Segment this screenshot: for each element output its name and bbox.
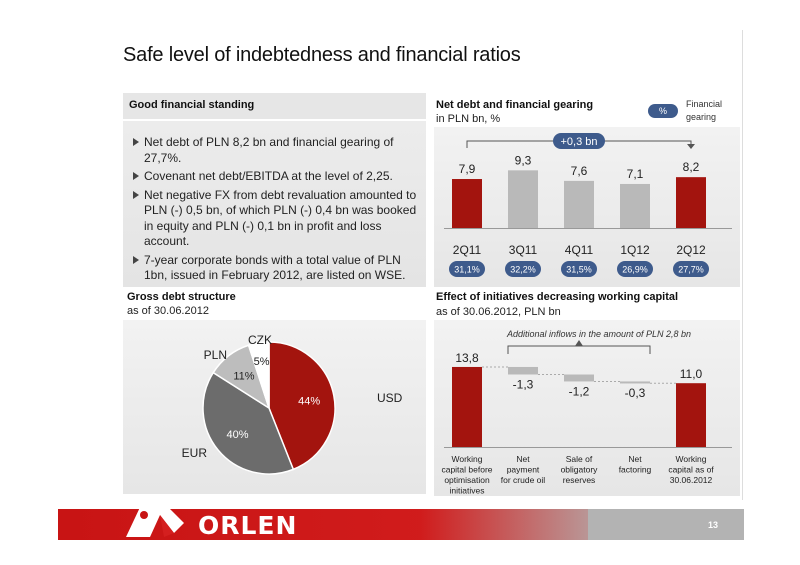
gearing-label: 26,9% <box>622 265 648 275</box>
pie-category-label: CZK <box>248 333 272 347</box>
gearing-label: 31,5% <box>566 265 592 275</box>
bar-value-label: -1,2 <box>569 384 590 398</box>
x-tick-label: optimisation <box>444 475 490 485</box>
x-tick-label: 2Q12 <box>676 243 706 257</box>
x-tick-label: 30.06.2012 <box>670 475 713 485</box>
divider <box>742 30 743 500</box>
working-capital-subtitle: as of 30.06.2012, PLN bn <box>436 306 561 318</box>
pie-value-label: 11% <box>233 371 254 383</box>
bar-value-label: 7,1 <box>627 167 644 181</box>
x-tick-label: 3Q11 <box>509 243 538 257</box>
waterfall-bar <box>620 381 650 384</box>
bullet-item: Covenant net debt/EBITDA at the level of… <box>131 169 421 185</box>
bar-value-label: 8,2 <box>683 160 700 174</box>
gearing-pill <box>505 261 541 277</box>
gearing-label: 27,7% <box>678 265 704 275</box>
gearing-label: 32,2% <box>510 265 536 275</box>
waterfall-bar <box>564 374 594 382</box>
gearing-legend-pill: % <box>648 104 678 118</box>
pie-category-label: PLN <box>204 348 227 362</box>
bullet-item: 7-year corporate bonds with a total valu… <box>131 253 421 284</box>
x-tick-label: Net <box>628 454 642 464</box>
bar <box>620 183 650 228</box>
x-tick-label: Sale of <box>566 454 593 464</box>
x-tick-label: payment <box>507 465 540 475</box>
pie-value-label: 44% <box>298 395 320 407</box>
x-tick-label: capital as of <box>668 465 714 475</box>
gearing-pill <box>673 261 709 277</box>
bar <box>452 179 482 228</box>
bar <box>676 177 706 228</box>
gearing-pill <box>561 261 597 277</box>
x-tick-label: initiatives <box>450 486 485 496</box>
gearing-legend-text: Financial gearing <box>686 99 723 122</box>
working-capital-title: Effect of initiatives decreasing working… <box>436 291 679 303</box>
bar-value-label: 9,3 <box>515 153 532 167</box>
x-tick-label: reserves <box>563 475 596 485</box>
gearing-pill <box>617 261 653 277</box>
gross-debt-subtitle: as of 30.06.2012 <box>127 305 209 317</box>
pie-slice <box>202 371 295 475</box>
gearing-pill <box>449 261 485 277</box>
working-capital-chart: Additional inflows in the amount of PLN … <box>441 329 732 496</box>
page-number: 13 <box>708 520 719 530</box>
x-tick-label: 1Q12 <box>620 243 650 257</box>
bar-value-label: 7,6 <box>571 164 588 178</box>
x-tick-label: Working <box>451 454 482 464</box>
inflow-bracket-arrow <box>575 340 583 346</box>
x-tick-label: capital before <box>441 465 492 475</box>
bullet-item: Net debt of PLN 8,2 bn and financial gea… <box>131 135 421 166</box>
footer-fade <box>420 509 630 540</box>
bullet-item: Net negative FX from debt revaluation am… <box>131 188 421 250</box>
bar-value-label: -0,3 <box>625 386 646 400</box>
x-tick-label: factoring <box>619 465 652 475</box>
waterfall-bar <box>508 366 538 375</box>
good-standing-panel <box>123 121 426 287</box>
net-debt-subtitle: in PLN bn, % <box>436 113 501 125</box>
orlen-logo-text: ORLEN <box>198 511 298 540</box>
good-standing-bullets: Net debt of PLN 8,2 bn and financial gea… <box>131 135 421 287</box>
bar-value-label: 7,9 <box>459 162 476 176</box>
orlen-eagle-logo-icon <box>126 499 184 537</box>
pie-value-label: 5% <box>254 356 270 368</box>
pie-slice <box>247 341 270 409</box>
gross-debt-title: Gross debt structure <box>127 291 236 303</box>
waterfall-bar <box>676 383 706 447</box>
gross-debt-chart: 44% USD 40% EUR 11% PLN 5% CZK <box>182 333 403 475</box>
good-standing-header <box>123 93 426 119</box>
net-debt-title: Net debt and financial gearing <box>436 99 594 111</box>
good-standing-title: Good financial standing <box>129 99 255 111</box>
bar <box>508 170 538 228</box>
x-tick-label: obligatory <box>561 465 599 475</box>
page-title: Safe level of indebtedness and financial… <box>123 44 521 66</box>
net-debt-chart: +0,3 bn 7,9 2Q11 31,1% 9,3 3Q11 32,2% 7,6 4Q11 31… <box>444 133 732 277</box>
bracket-arrow <box>687 144 695 149</box>
bar <box>564 180 594 228</box>
pie-category-label: USD <box>377 391 403 405</box>
x-tick-label: 4Q11 <box>565 243 594 257</box>
x-tick-label: Net <box>516 454 530 464</box>
pie-value-label: 40% <box>226 429 248 441</box>
bracket-label: +0,3 bn <box>560 136 597 148</box>
x-tick-label: Working <box>675 454 706 464</box>
bar-value-label: -1,3 <box>513 378 534 392</box>
bracket-pill <box>553 133 605 149</box>
bar-value-label: 13,8 <box>455 351 479 365</box>
gearing-label: 31,1% <box>454 265 480 275</box>
pie-category-label: EUR <box>182 446 208 460</box>
inflow-bracket <box>507 345 651 354</box>
pie-slice <box>268 341 336 471</box>
inflow-annotation: Additional inflows in the amount of PLN … <box>506 329 691 339</box>
x-tick-label: 2Q11 <box>453 243 482 257</box>
bar-value-label: 11,0 <box>680 367 703 381</box>
waterfall-bar <box>452 366 482 447</box>
x-tick-label: for crude oil <box>501 475 546 485</box>
